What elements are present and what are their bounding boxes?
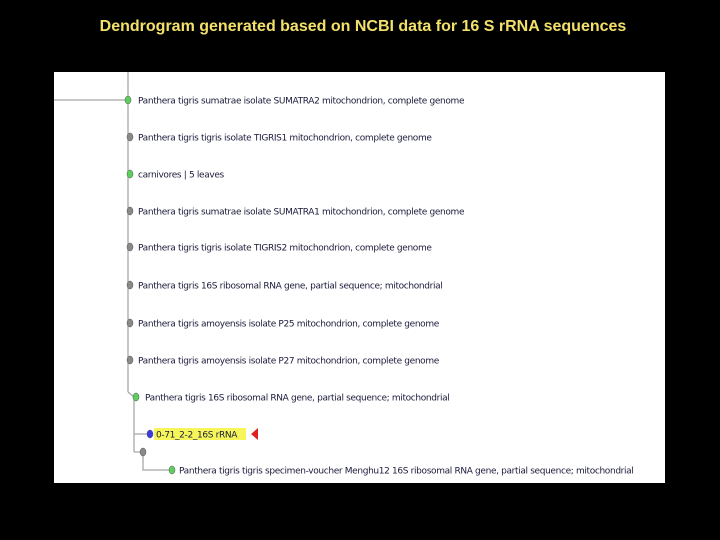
node-dot — [126, 169, 134, 179]
node-label: Panthera tigris tigris specimen-voucher … — [179, 467, 634, 477]
node-label: Panthera tigris amoyensis isolate P25 mi… — [138, 320, 440, 330]
dendrogram-panel — [54, 72, 665, 483]
node-label: Panthera tigris sumatrae isolate SUMATRA… — [138, 208, 465, 218]
node-dot — [126, 242, 134, 252]
node-dot — [146, 429, 154, 439]
node-label: 0-71_2-2_16S rRNA — [156, 431, 238, 441]
node-dot — [126, 318, 134, 328]
node-dot — [168, 465, 176, 475]
node-label: Panthera tigris 16S ribosomal RNA gene, … — [145, 394, 449, 404]
node-label: Panthera tigris amoyensis isolate P27 mi… — [138, 357, 440, 367]
node-dot — [124, 95, 132, 105]
node-dot — [126, 355, 134, 365]
node-dot — [132, 392, 140, 402]
node-dot — [126, 280, 134, 290]
node-dot — [126, 206, 134, 216]
slide-title: Dendrogram generated based on NCBI data … — [100, 18, 627, 35]
node-dot — [139, 447, 147, 457]
node-dot — [126, 132, 134, 142]
node-label: Panthera tigris sumatrae isolate SUMATRA… — [138, 97, 465, 107]
node-label: Panthera tigris tigris isolate TIGRIS1 m… — [138, 134, 432, 144]
node-label: Panthera tigris 16S ribosomal RNA gene, … — [138, 282, 442, 292]
node-label: carnivores | 5 leaves — [138, 171, 225, 181]
branches — [54, 72, 172, 471]
highlight — [154, 428, 246, 440]
node-label: Panthera tigris tigris isolate TIGRIS2 m… — [138, 244, 432, 254]
query-marker — [251, 428, 258, 440]
